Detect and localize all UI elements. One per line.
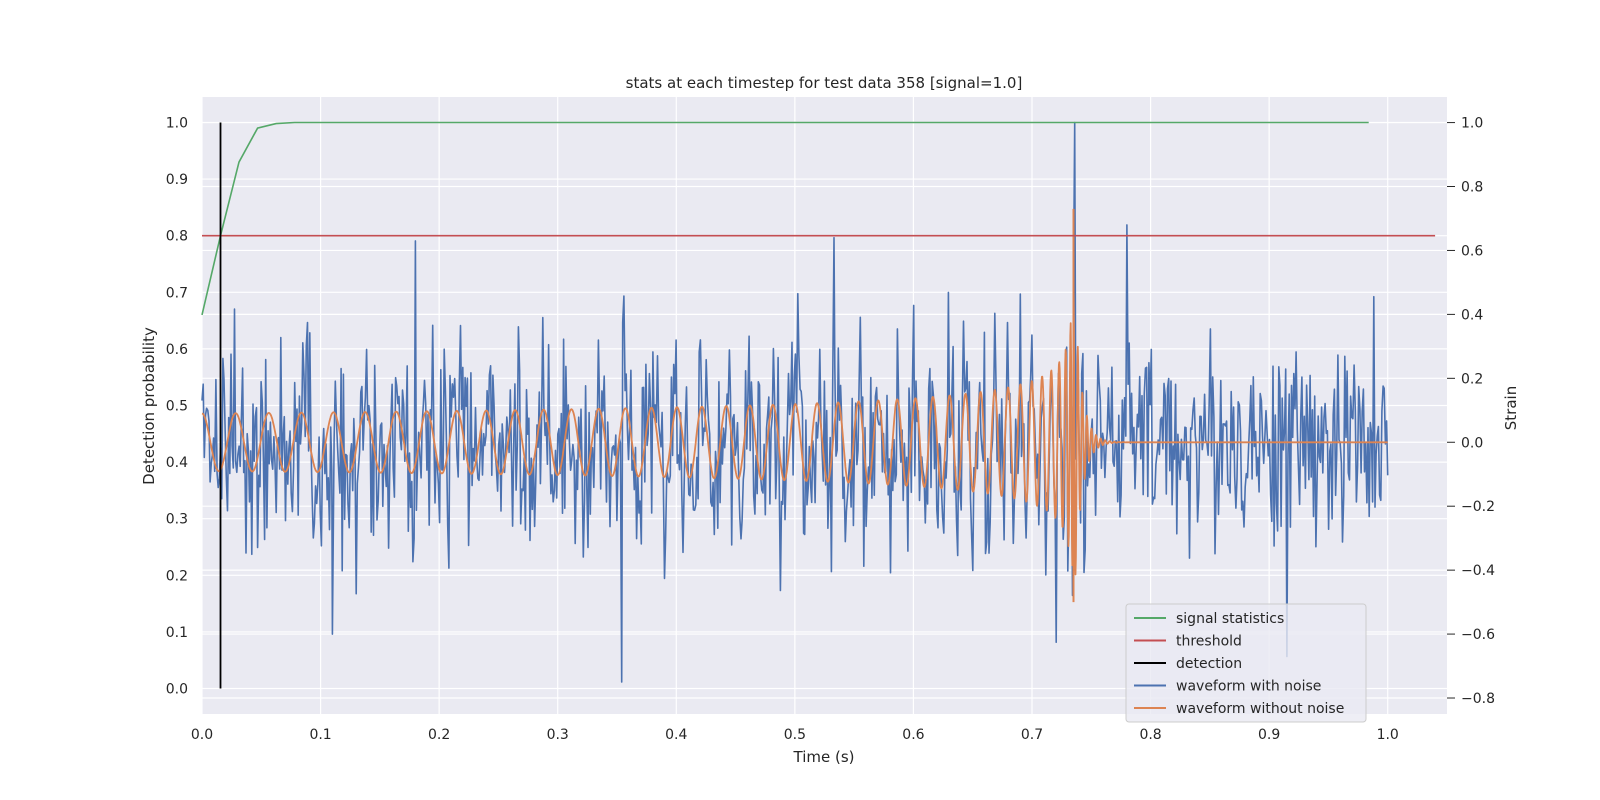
legend-label-waveform-with-noise: waveform with noise (1176, 679, 1321, 695)
y-tick-label: 0.0 (166, 682, 188, 698)
y2-tick-label: −0.6 (1461, 627, 1495, 643)
x-tick-label: 0.7 (1021, 727, 1043, 743)
y-tick-label: 0.2 (166, 568, 188, 584)
series-line-signal-statistics (201, 121, 1369, 316)
x-tick-label: 0.1 (309, 727, 331, 743)
y-tick-label: 0.1 (166, 625, 188, 641)
legend-label-detection: detection (1176, 656, 1242, 672)
y2-tick-label: −0.8 (1461, 691, 1495, 707)
x-tick-label: 0.5 (784, 727, 806, 743)
x-tick-label: 0.8 (1139, 727, 1161, 743)
legend-box (1125, 603, 1367, 723)
y-tick-label: 0.6 (166, 342, 188, 358)
y2-tick-label: 0.8 (1461, 180, 1483, 196)
legend-label-waveform-without-noise: waveform without noise (1176, 701, 1344, 717)
x-tick-label: 0.9 (1258, 727, 1280, 743)
y-tick-label: 0.4 (166, 455, 188, 471)
y2-tick-label: −0.2 (1461, 499, 1495, 515)
x-tick-label: 0.0 (191, 727, 213, 743)
legend: signal statistics threshold detection wavef… (1125, 603, 1367, 723)
x-tick-labels: 0.0 0.1 0.2 0.3 0.4 0.5 0.6 0.7 0.8 0.9 1.0 (191, 727, 1399, 743)
y-tick-label: 1.0 (166, 115, 188, 131)
y2-tick-label: 1.0 (1461, 116, 1483, 132)
y2-tick-labels: −0.8 −0.6 −0.4 −0.2 0.0 0.2 0.4 0.6 0.8 1.0 (1447, 116, 1495, 707)
series-line-waveform-without-noise (201, 273, 1389, 576)
y-tick-label: 0.3 (166, 512, 188, 528)
y2-axis-label: Strain (1502, 386, 1520, 430)
x-tick-label: 0.6 (902, 727, 924, 743)
x-tick-label: 0.4 (665, 727, 687, 743)
y2-tick-label: 0.0 (1461, 435, 1483, 451)
y2-tick-label: −0.4 (1461, 563, 1495, 579)
y-tick-label: 0.9 (166, 172, 188, 188)
y-tick-label: 0.7 (166, 285, 188, 301)
y2-tick-label: 0.2 (1461, 371, 1483, 387)
y2-tick-label: 0.4 (1461, 307, 1483, 323)
x-axis-label: Time (s) (793, 748, 855, 766)
y-axis-label: Detection probability (140, 327, 158, 485)
x-tick-label: 1.0 (1377, 727, 1399, 743)
legend-label-signal-statistics: signal statistics (1176, 611, 1284, 627)
y2-tick-label: 0.6 (1461, 243, 1483, 259)
y-tick-label: 0.8 (166, 229, 188, 245)
series-layer (201, 121, 1436, 689)
x-tick-label: 0.3 (547, 727, 569, 743)
x-tick-label: 0.2 (428, 727, 450, 743)
chart-title: stats at each timestep for test data 358… (626, 74, 1023, 92)
y-tick-label: 0.5 (166, 399, 188, 415)
y-tick-labels: 0.0 0.1 0.2 0.3 0.4 0.5 0.6 0.7 0.8 0.9 1.0 (166, 115, 188, 697)
legend-label-threshold: threshold (1176, 634, 1242, 650)
